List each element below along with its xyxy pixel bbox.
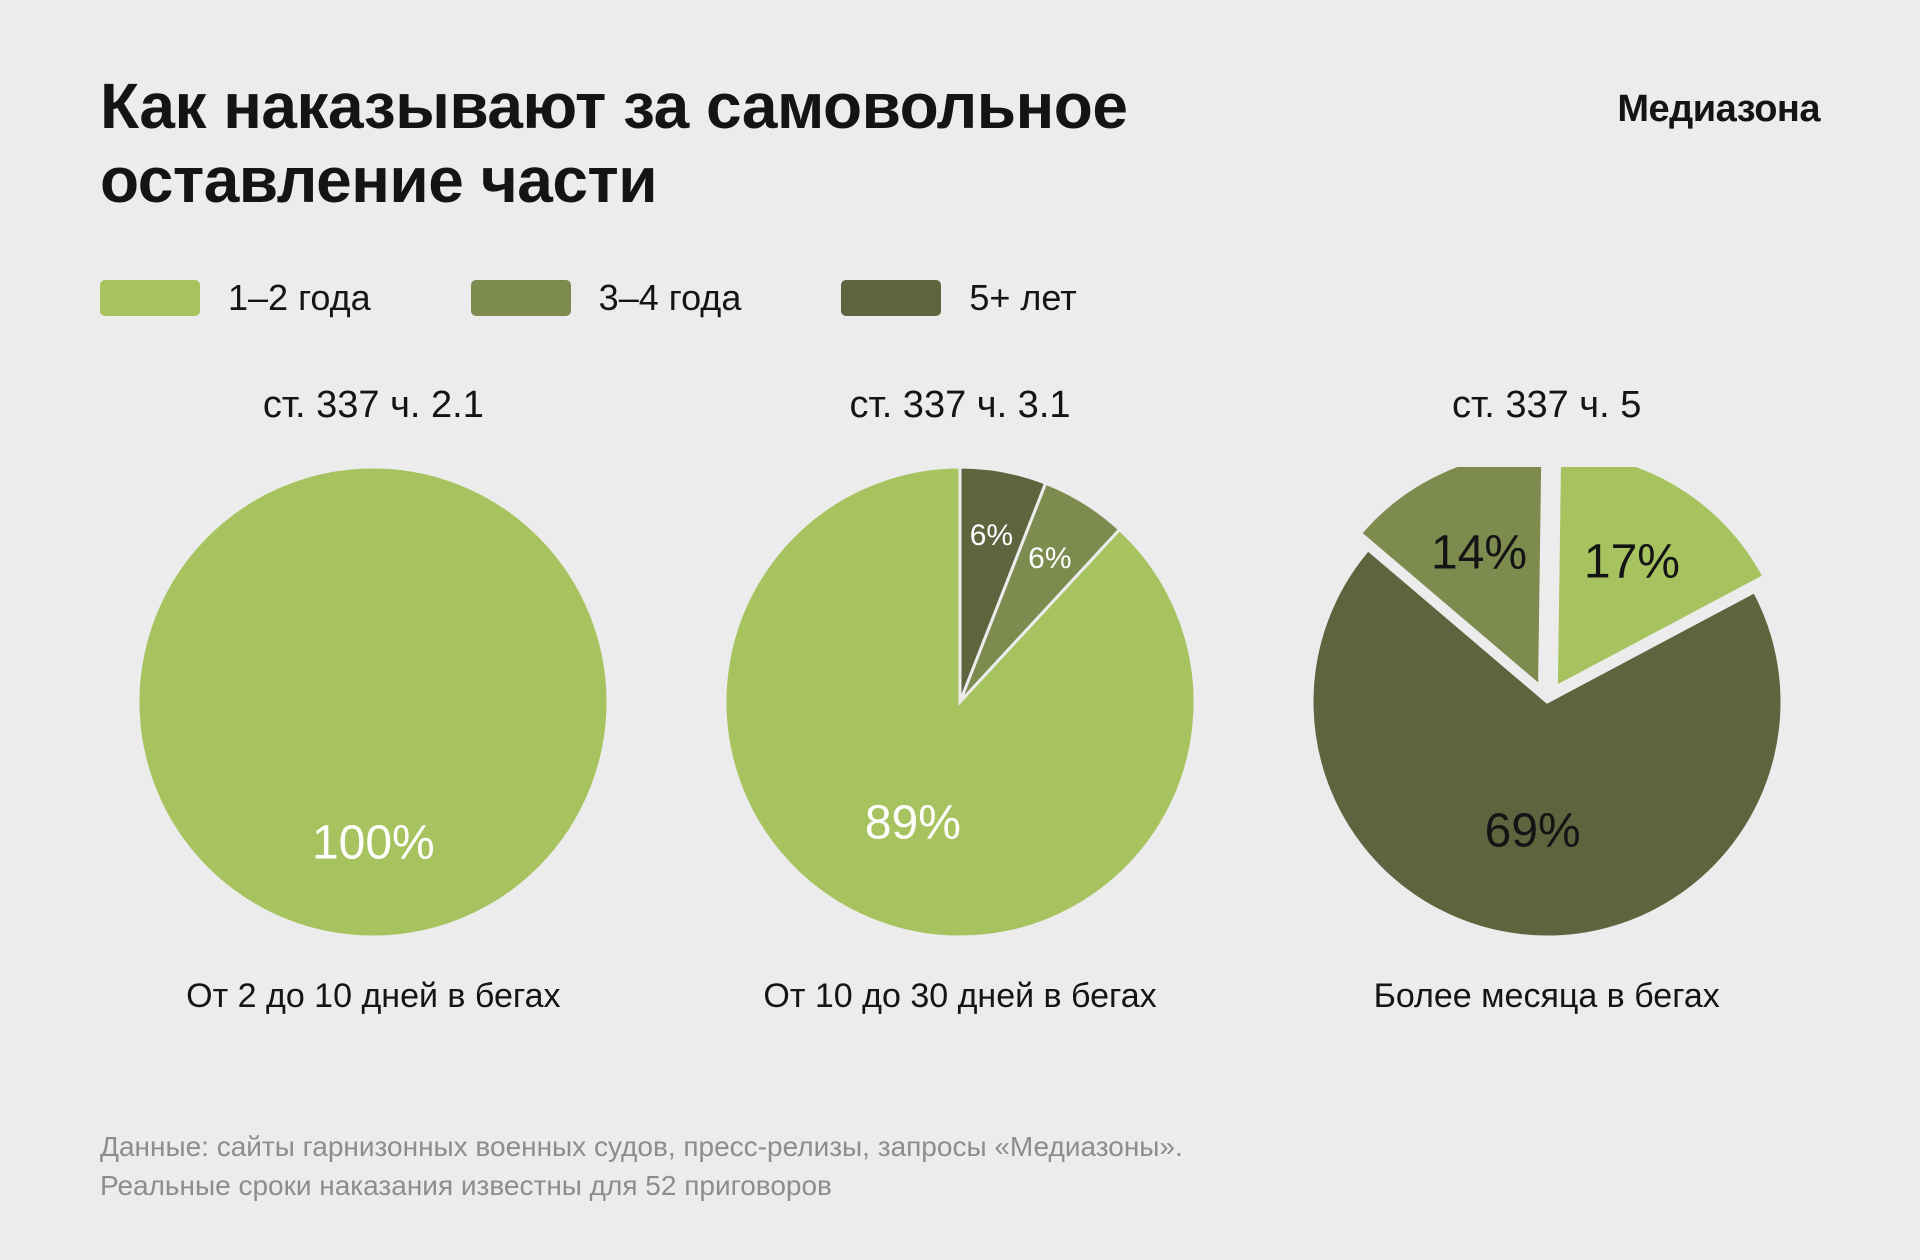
pie-slice-label: 14% (1431, 526, 1527, 581)
brand-logo: Медиазона (1617, 88, 1820, 131)
legend: 1–2 года 3–4 года 5+ лет (100, 277, 1820, 319)
legend-item-1: 3–4 года (471, 277, 742, 319)
pie-chart-1: 6% 6% 89% (725, 467, 1195, 937)
pie-slice-label: 6% (970, 519, 1013, 553)
charts-row: ст. 337 ч. 2.1 100% От 2 до 10 дней в бе… (100, 384, 1820, 1016)
pie-slice (1312, 550, 1782, 937)
infographic-canvas: Как наказывают за самовольное оставление… (0, 0, 1920, 1260)
legend-label-1: 3–4 года (599, 277, 742, 319)
pie-slice-label: 69% (1485, 803, 1581, 858)
chart-col-0: ст. 337 ч. 2.1 100% От 2 до 10 дней в бе… (100, 384, 647, 1016)
pie-slice-label: 89% (865, 795, 961, 850)
page-title: Как наказывают за самовольное оставление… (100, 70, 1300, 217)
pie-chart-2: 69% 14% 17% (1312, 467, 1782, 937)
footnote-line-0: Данные: сайты гарнизонных военных судов,… (100, 1127, 1183, 1166)
legend-item-0: 1–2 года (100, 277, 371, 319)
pie-chart-0: 100% (138, 467, 608, 937)
pie-slice-label: 17% (1584, 535, 1680, 590)
chart-title-0: ст. 337 ч. 2.1 (263, 384, 484, 427)
pie-slice (725, 467, 1195, 937)
footnote-line-1: Реальные сроки наказания известны для 52… (100, 1166, 1183, 1205)
chart-caption-0: От 2 до 10 дней в бегах (186, 977, 560, 1016)
legend-swatch-2 (841, 280, 941, 316)
header: Как наказывают за самовольное оставление… (100, 70, 1820, 217)
chart-col-2: ст. 337 ч. 5 69% 14% 17% Более месяца в бе… (1273, 384, 1820, 1016)
legend-label-2: 5+ лет (969, 277, 1076, 319)
chart-caption-1: От 10 до 30 дней в бегах (763, 977, 1156, 1016)
chart-title-2: ст. 337 ч. 5 (1452, 384, 1641, 427)
footnote: Данные: сайты гарнизонных военных судов,… (100, 1127, 1183, 1205)
chart-title-1: ст. 337 ч. 3.1 (850, 384, 1071, 427)
legend-item-2: 5+ лет (841, 277, 1076, 319)
legend-swatch-1 (471, 280, 571, 316)
chart-caption-2: Более месяца в бегах (1374, 977, 1720, 1016)
pie-slice-label: 6% (1028, 542, 1071, 576)
pie-slice-label: 100% (312, 816, 435, 871)
chart-col-1: ст. 337 ч. 3.1 6% 6% 89% От 10 до 30 дней … (687, 384, 1234, 1016)
legend-label-0: 1–2 года (228, 277, 371, 319)
legend-swatch-0 (100, 280, 200, 316)
